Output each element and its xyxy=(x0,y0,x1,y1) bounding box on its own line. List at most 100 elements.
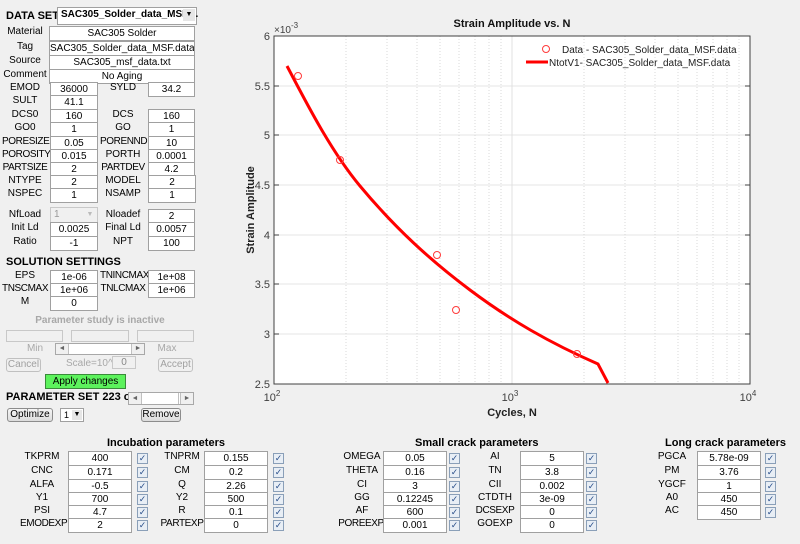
cm-checkbox[interactable]: ✓ xyxy=(273,467,284,478)
arrow-right-icon[interactable]: ► xyxy=(131,344,144,354)
m-field[interactable]: 0 xyxy=(50,296,98,311)
slider-thumb[interactable] xyxy=(141,393,179,404)
remove-button[interactable]: Remove xyxy=(141,408,181,422)
apply-changes-button[interactable]: Apply changes xyxy=(45,374,126,389)
tnlcmax-field[interactable]: 1e+06 xyxy=(148,283,195,298)
arrow-left-icon[interactable]: ◄ xyxy=(56,344,69,354)
cm-field[interactable]: 0.2 xyxy=(204,465,268,480)
accept-button[interactable]: Accept xyxy=(158,358,193,372)
tkprm-checkbox[interactable]: ✓ xyxy=(137,453,148,464)
source-label: Source xyxy=(9,55,41,66)
arrow-right-icon[interactable]: ► xyxy=(180,393,193,404)
npt-field[interactable]: 100 xyxy=(148,236,195,251)
partsize-label: PARTSIZE xyxy=(2,162,48,173)
ctdth-field[interactable]: 3e-09 xyxy=(520,492,584,507)
y2-checkbox[interactable]: ✓ xyxy=(273,494,284,505)
svg-text:103: 103 xyxy=(502,389,519,404)
svg-text:4.5: 4.5 xyxy=(255,180,270,192)
a0-checkbox[interactable]: ✓ xyxy=(765,494,776,505)
tnprm-field[interactable]: 0.155 xyxy=(204,451,268,466)
chevron-down-icon[interactable]: ▼ xyxy=(183,9,195,21)
long-crack-title: Long crack parameters xyxy=(665,437,787,449)
cancel-button[interactable]: Cancel xyxy=(6,358,41,372)
svg-text:2.5: 2.5 xyxy=(255,379,270,391)
partexp-checkbox[interactable]: ✓ xyxy=(273,520,284,531)
dcs-label: DCS xyxy=(112,109,134,120)
ac-field[interactable]: 450 xyxy=(697,505,761,520)
porosity-label: POROSITY xyxy=(2,149,51,160)
q-checkbox[interactable]: ✓ xyxy=(273,481,284,492)
material-field[interactable]: SAC305 Solder xyxy=(49,26,195,41)
tn-field[interactable]: 3.8 xyxy=(520,465,584,480)
ratio-label: Ratio xyxy=(13,236,37,247)
cii-checkbox[interactable]: ✓ xyxy=(586,481,597,492)
dataset-dropdown[interactable]: SAC305_Solder_data_MSF.... ▼ xyxy=(57,7,199,25)
ai-field[interactable]: 5 xyxy=(520,451,584,466)
y1-checkbox[interactable]: ✓ xyxy=(137,494,148,505)
ygcf-checkbox[interactable]: ✓ xyxy=(765,481,776,492)
emodexp-field[interactable]: 2 xyxy=(68,518,132,533)
nsamp-field[interactable]: 1 xyxy=(148,188,196,203)
tnprm-checkbox[interactable]: ✓ xyxy=(273,453,284,464)
optimize-select[interactable]: 1 ▼ xyxy=(60,408,84,422)
emodexp-checkbox[interactable]: ✓ xyxy=(137,520,148,531)
parameter-set-slider[interactable]: ◄ ► xyxy=(128,392,194,405)
ratio-field[interactable]: -1 xyxy=(50,236,98,251)
tag-label: Tag xyxy=(16,41,34,52)
gg-checkbox[interactable]: ✓ xyxy=(449,494,460,505)
r-checkbox[interactable]: ✓ xyxy=(273,507,284,518)
scale-label: Scale=10^ xyxy=(66,358,113,369)
poreexp-checkbox[interactable]: ✓ xyxy=(449,520,460,531)
data-points xyxy=(294,72,581,358)
theta-checkbox[interactable]: ✓ xyxy=(449,467,460,478)
optimize-button[interactable]: Optimize xyxy=(7,408,53,422)
eps-label: EPS xyxy=(14,270,35,281)
a0-label: A0 xyxy=(665,492,679,503)
pm-field[interactable]: 3.76 xyxy=(697,465,761,480)
go-label: GO xyxy=(115,122,131,133)
goexp-field[interactable]: 0 xyxy=(520,518,584,533)
ctdth-checkbox[interactable]: ✓ xyxy=(586,494,597,505)
emod-label: EMOD xyxy=(10,82,40,93)
af-checkbox[interactable]: ✓ xyxy=(449,507,460,518)
cnc-checkbox[interactable]: ✓ xyxy=(137,467,148,478)
tkprm-field[interactable]: 400 xyxy=(68,451,132,466)
goexp-checkbox[interactable]: ✓ xyxy=(586,520,597,531)
ci-checkbox[interactable]: ✓ xyxy=(449,481,460,492)
comment-field[interactable]: No Aging xyxy=(49,69,195,84)
psi-label: PSI xyxy=(33,505,51,516)
param-study-slider[interactable]: ◄ ► xyxy=(55,343,145,355)
finalld-label: Final Ld xyxy=(105,222,141,233)
param-study-field-1 xyxy=(6,330,63,342)
scale-field[interactable]: 0 xyxy=(112,356,136,369)
legend: Data - SAC305_Solder_data_MSF.data NtotV… xyxy=(526,45,737,69)
pgca-checkbox[interactable]: ✓ xyxy=(765,453,776,464)
sult-field[interactable]: 41.1 xyxy=(50,95,98,110)
dcsexp-checkbox[interactable]: ✓ xyxy=(586,507,597,518)
ai-checkbox[interactable]: ✓ xyxy=(586,453,597,464)
ctdth-label: CTDTH xyxy=(478,492,512,503)
af-label: AF xyxy=(355,505,369,516)
alfa-checkbox[interactable]: ✓ xyxy=(137,481,148,492)
omega-field[interactable]: 0.05 xyxy=(383,451,447,466)
dataset-selected: SAC305_Solder_data_MSF.... xyxy=(61,9,199,20)
chevron-down-icon: ▼ xyxy=(72,410,82,420)
psi-checkbox[interactable]: ✓ xyxy=(137,507,148,518)
syld-field[interactable]: 34.2 xyxy=(148,82,195,97)
parameter-set-label: PARAMETER SET 223 of 223 xyxy=(6,391,156,403)
cnc-field[interactable]: 0.171 xyxy=(68,465,132,480)
pm-checkbox[interactable]: ✓ xyxy=(765,467,776,478)
nspec-field[interactable]: 1 xyxy=(50,188,98,203)
nloadef-field[interactable]: 2 xyxy=(148,209,195,224)
poreexp-field[interactable]: 0.001 xyxy=(383,518,447,533)
svg-text:3: 3 xyxy=(264,329,270,341)
ac-checkbox[interactable]: ✓ xyxy=(765,507,776,518)
partexp-field[interactable]: 0 xyxy=(204,518,268,533)
tn-checkbox[interactable]: ✓ xyxy=(586,467,597,478)
chevron-down-icon: ▼ xyxy=(84,209,96,221)
material-label: Material xyxy=(7,26,43,37)
pgca-field[interactable]: 5.78e-09 xyxy=(697,451,761,466)
partexp-label: PARTEXP xyxy=(160,518,204,529)
theta-field[interactable]: 0.16 xyxy=(383,465,447,480)
omega-checkbox[interactable]: ✓ xyxy=(449,453,460,464)
